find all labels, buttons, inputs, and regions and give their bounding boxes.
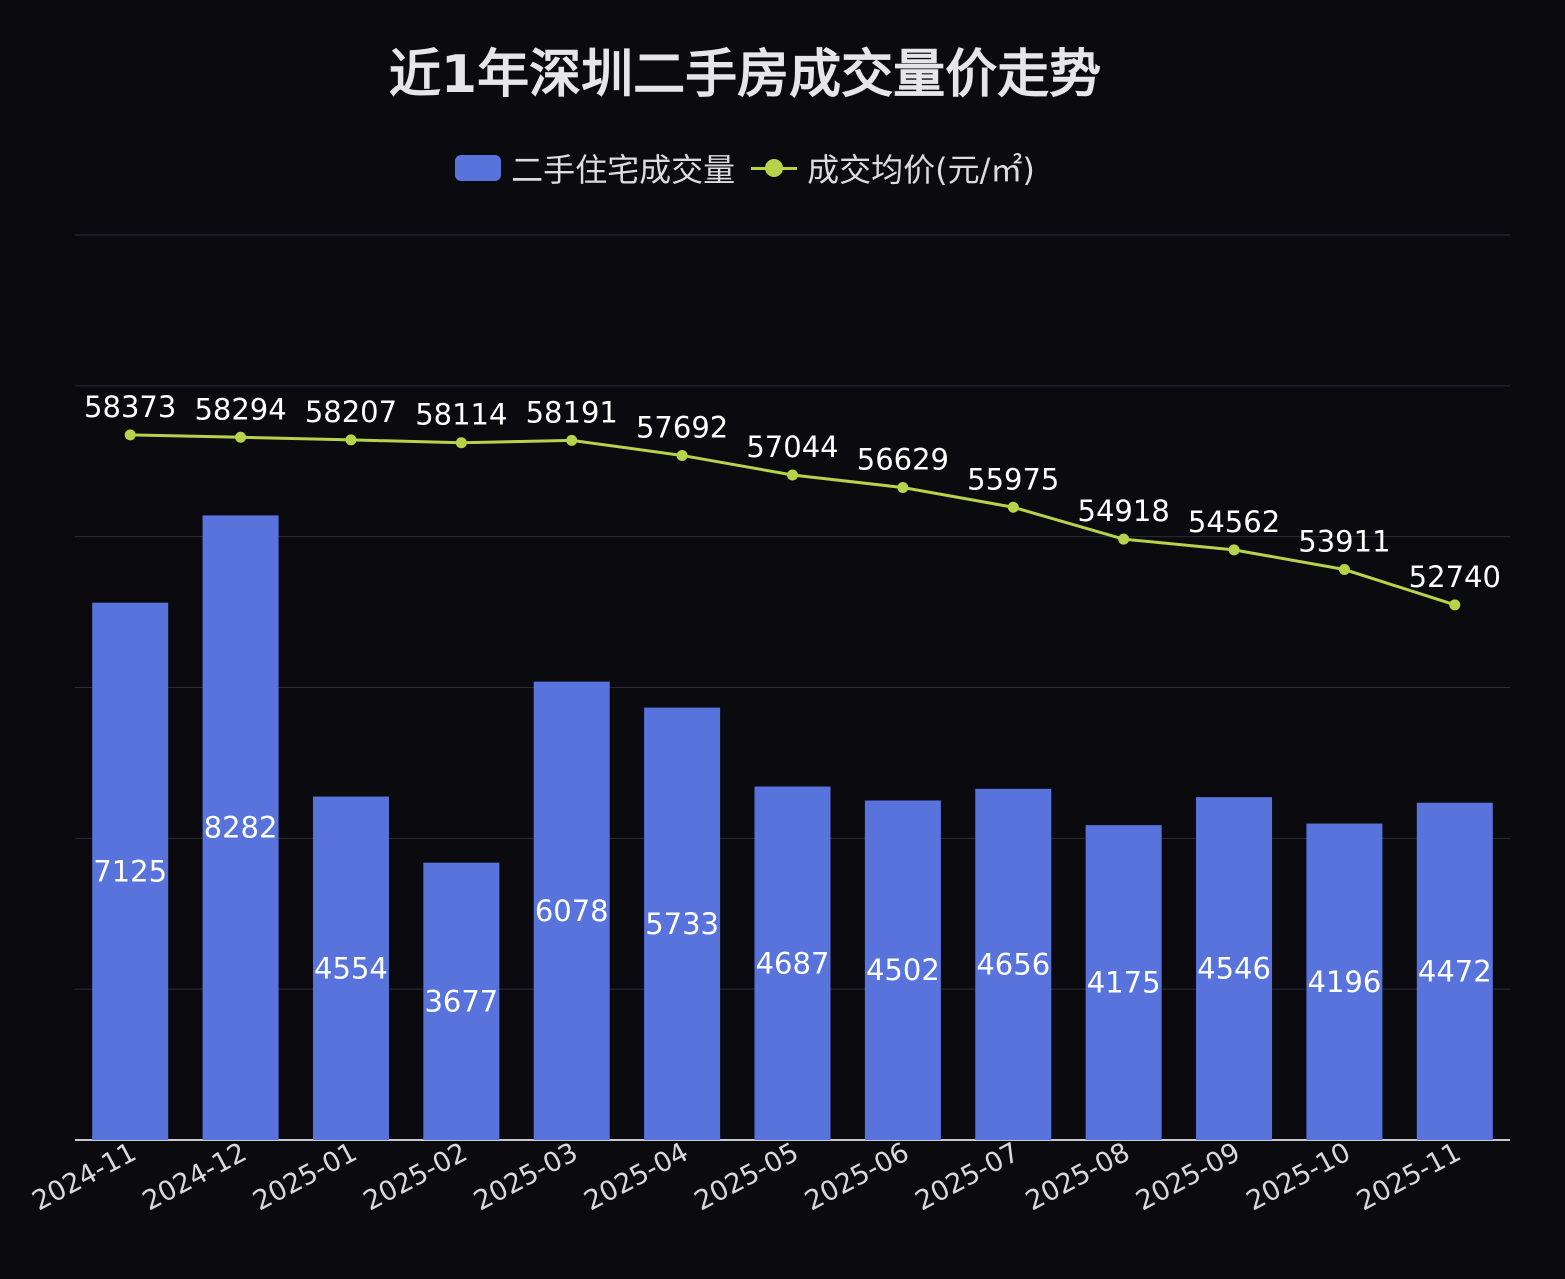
bar-value-label: 4175 xyxy=(1087,966,1161,1000)
bar-value-label: 4502 xyxy=(866,953,940,987)
price-point xyxy=(345,434,357,446)
bar-value-label: 5733 xyxy=(645,907,719,941)
bar xyxy=(1085,825,1162,1140)
legend-bar-label: 二手住宅成交量 xyxy=(511,151,736,189)
legend-line-label: 成交均价(元/㎡) xyxy=(807,151,1035,189)
x-tick-label: 2025-04 xyxy=(579,1137,693,1217)
bar-value-label: 4472 xyxy=(1418,954,1492,988)
price-value-label: 54918 xyxy=(1078,494,1170,528)
x-tick-label: 2025-03 xyxy=(469,1137,583,1217)
x-tick-label: 2025-09 xyxy=(1131,1137,1245,1217)
price-point xyxy=(1118,533,1130,545)
legend-line-swatch xyxy=(751,155,798,181)
bar xyxy=(1306,823,1383,1140)
legend: 二手住宅成交量 成交均价(元/㎡) xyxy=(0,145,1490,191)
price-point xyxy=(455,437,467,449)
price-point xyxy=(124,429,136,441)
price-point xyxy=(1449,599,1461,611)
bar-value-label: 7125 xyxy=(93,854,167,888)
x-tick-label: 2025-05 xyxy=(690,1137,804,1217)
legend-bar-swatch xyxy=(455,155,502,181)
x-tick-label: 2025-10 xyxy=(1242,1137,1356,1217)
price-point xyxy=(1007,501,1019,513)
bar-value-label: 4687 xyxy=(756,946,830,980)
price-value-label: 58114 xyxy=(415,398,507,432)
chart-title: 近1年深圳二手房成交量价走势 xyxy=(388,45,1102,105)
price-point xyxy=(1338,564,1350,576)
price-value-label: 58373 xyxy=(84,390,176,424)
price-value-label: 56629 xyxy=(857,443,949,477)
price-point xyxy=(1228,544,1240,556)
price-value-label: 58207 xyxy=(305,395,397,429)
price-value-label: 57044 xyxy=(746,430,838,464)
price-value-label: 58294 xyxy=(194,392,286,426)
x-tick-label: 2025-01 xyxy=(248,1137,362,1217)
x-tick-label: 2025-11 xyxy=(1352,1137,1466,1217)
price-value-label: 54562 xyxy=(1188,505,1280,539)
x-tick-label: 2025-08 xyxy=(1021,1137,1135,1217)
x-tick-label: 2025-02 xyxy=(358,1137,472,1217)
bar xyxy=(644,707,721,1140)
bar xyxy=(754,786,831,1140)
price-point xyxy=(897,482,909,494)
price-point xyxy=(676,449,688,461)
bar xyxy=(423,862,500,1140)
bar xyxy=(312,796,389,1140)
bar xyxy=(975,788,1052,1140)
price-point xyxy=(787,469,798,481)
price-value-label: 52740 xyxy=(1409,560,1501,594)
bar-value-label: 4546 xyxy=(1197,952,1271,986)
x-tick-label: 2024-11 xyxy=(27,1137,141,1217)
price-value-label: 58191 xyxy=(526,395,618,429)
bar-value-label: 3677 xyxy=(424,984,498,1018)
bar xyxy=(533,681,610,1140)
bar xyxy=(864,800,941,1140)
price-value-label: 57692 xyxy=(636,410,728,444)
x-tick-label: 2025-07 xyxy=(910,1137,1024,1217)
bar-value-label: 8282 xyxy=(204,811,278,845)
x-tick-label: 2024-12 xyxy=(138,1137,252,1217)
bar xyxy=(202,515,279,1140)
price-value-label: 55975 xyxy=(967,462,1059,496)
price-value-label: 53911 xyxy=(1298,525,1390,559)
bar-value-label: 4554 xyxy=(314,951,388,985)
bar-value-label: 4656 xyxy=(976,947,1050,981)
bar xyxy=(1196,797,1273,1140)
bar-value-label: 6078 xyxy=(535,894,609,928)
bar xyxy=(1416,802,1493,1140)
price-point xyxy=(235,431,247,443)
x-tick-label: 2025-06 xyxy=(800,1137,914,1217)
price-point xyxy=(566,434,578,446)
bar xyxy=(92,602,169,1140)
bar-value-label: 4196 xyxy=(1308,965,1382,999)
